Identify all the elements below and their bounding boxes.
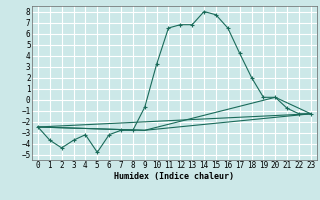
X-axis label: Humidex (Indice chaleur): Humidex (Indice chaleur) [115, 172, 234, 181]
